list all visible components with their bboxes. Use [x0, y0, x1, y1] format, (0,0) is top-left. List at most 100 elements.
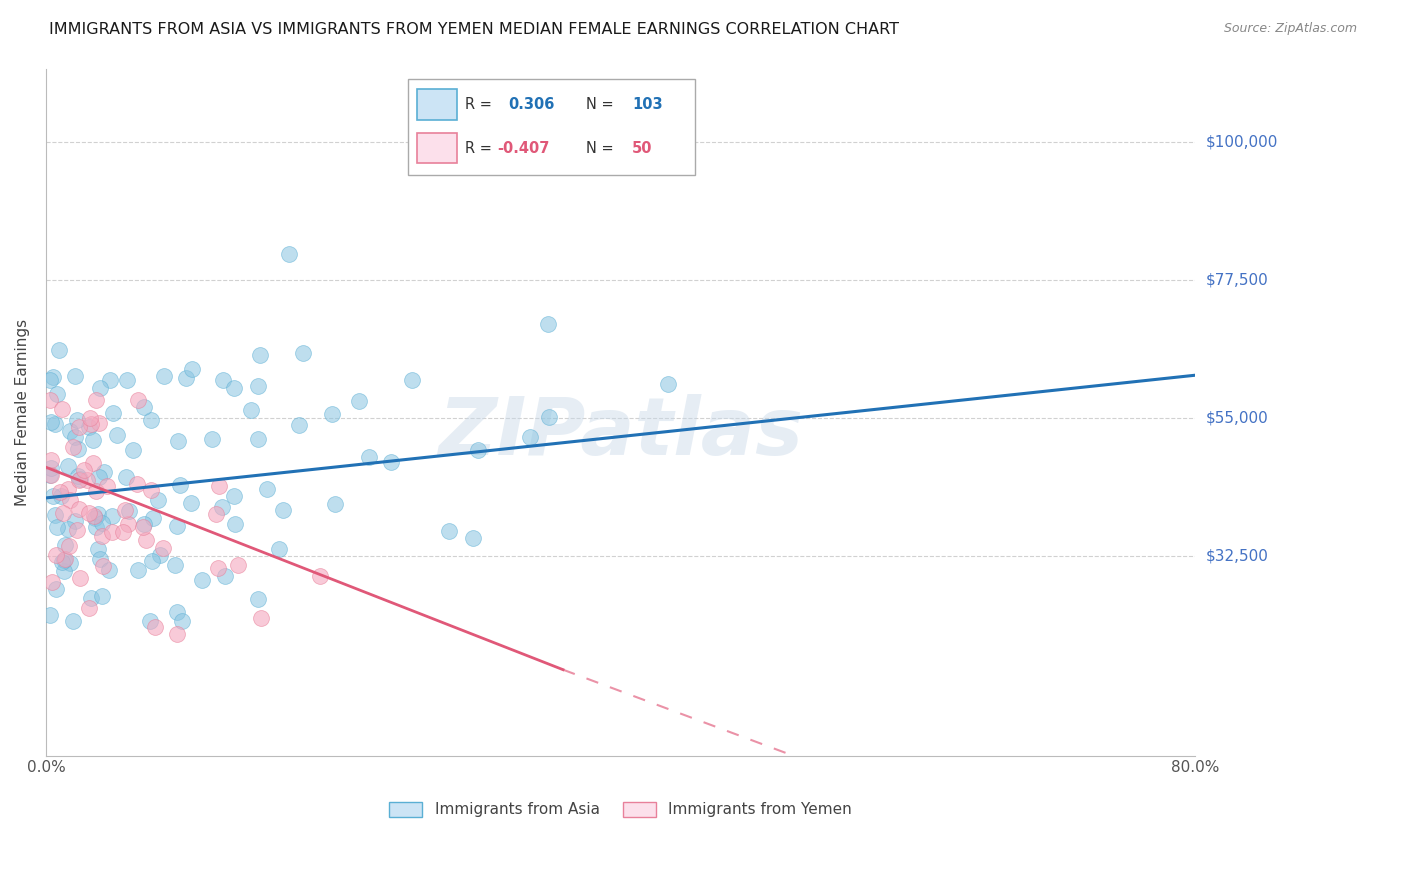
Text: $100,000: $100,000 [1206, 135, 1278, 150]
Point [141, 554, 163, 568]
Point [82, 433, 104, 447]
Point [139, 483, 162, 497]
FancyBboxPatch shape [416, 133, 457, 163]
Point [380, 455, 402, 469]
Point [143, 620, 166, 634]
Point [46, 520, 69, 534]
Point [52, 564, 75, 578]
Text: 103: 103 [631, 97, 662, 112]
Point [41, 490, 63, 504]
Point [246, 432, 269, 446]
Point [77, 506, 100, 520]
Point [247, 378, 270, 392]
Point [59, 556, 82, 570]
Point [45, 548, 67, 562]
Text: ZIPatlas: ZIPatlas [439, 393, 803, 472]
Point [41, 467, 63, 482]
Point [44, 508, 66, 523]
Point [51, 556, 73, 570]
Point [89, 417, 111, 431]
Text: R =: R = [465, 141, 492, 155]
Point [132, 520, 155, 534]
Point [58, 539, 80, 553]
Point [56, 458, 79, 473]
Point [657, 376, 679, 391]
Point [267, 542, 290, 557]
Point [401, 372, 423, 386]
Point [170, 614, 193, 628]
Point [56, 522, 79, 536]
Point [321, 408, 343, 422]
Point [105, 427, 128, 442]
Point [127, 476, 149, 491]
Text: $77,500: $77,500 [1206, 273, 1268, 287]
FancyBboxPatch shape [416, 89, 457, 120]
Point [166, 519, 188, 533]
Point [39, 415, 62, 429]
Text: 50: 50 [631, 141, 652, 155]
Point [52, 506, 75, 520]
Point [98, 563, 121, 577]
Point [240, 402, 263, 417]
Point [66, 442, 89, 457]
Point [49, 489, 72, 503]
Point [167, 434, 190, 448]
Point [98, 372, 121, 386]
Point [127, 392, 149, 407]
Point [138, 614, 160, 628]
Point [519, 430, 541, 444]
Point [226, 558, 249, 572]
Point [349, 394, 371, 409]
Point [39, 373, 62, 387]
Point [63, 430, 86, 444]
Point [101, 525, 124, 540]
Point [79, 411, 101, 425]
Text: R =: R = [465, 97, 492, 112]
Point [359, 450, 381, 464]
Point [84, 483, 107, 498]
Point [73, 463, 96, 477]
Point [39, 453, 62, 467]
Point [211, 500, 233, 514]
Point [62, 614, 84, 628]
Point [166, 627, 188, 641]
Point [200, 432, 222, 446]
Point [163, 558, 186, 573]
Point [224, 516, 246, 531]
Point [69, 571, 91, 585]
Point [66, 469, 89, 483]
Point [169, 478, 191, 492]
Point [49, 484, 72, 499]
Point [89, 551, 111, 566]
Point [207, 479, 229, 493]
Point [96, 479, 118, 493]
Point [214, 569, 236, 583]
Point [53, 538, 76, 552]
Point [45, 582, 67, 596]
Point [44, 417, 66, 431]
Point [180, 496, 202, 510]
Point [90, 529, 112, 543]
Point [180, 361, 202, 376]
Point [39, 461, 62, 475]
Point [115, 470, 138, 484]
Point [82, 456, 104, 470]
Point [59, 493, 82, 508]
Point [91, 558, 114, 573]
Point [89, 381, 111, 395]
Point [46, 387, 69, 401]
Point [42, 369, 65, 384]
Point [538, 410, 561, 425]
Point [83, 509, 105, 524]
Point [39, 392, 62, 407]
Point [153, 369, 176, 384]
Point [65, 368, 87, 383]
Text: $55,000: $55,000 [1206, 410, 1268, 425]
Point [148, 492, 170, 507]
Point [67, 420, 90, 434]
Y-axis label: Median Female Earnings: Median Female Earnings [15, 318, 30, 506]
Point [84, 519, 107, 533]
Point [288, 417, 311, 432]
Point [271, 502, 294, 516]
Point [77, 600, 100, 615]
